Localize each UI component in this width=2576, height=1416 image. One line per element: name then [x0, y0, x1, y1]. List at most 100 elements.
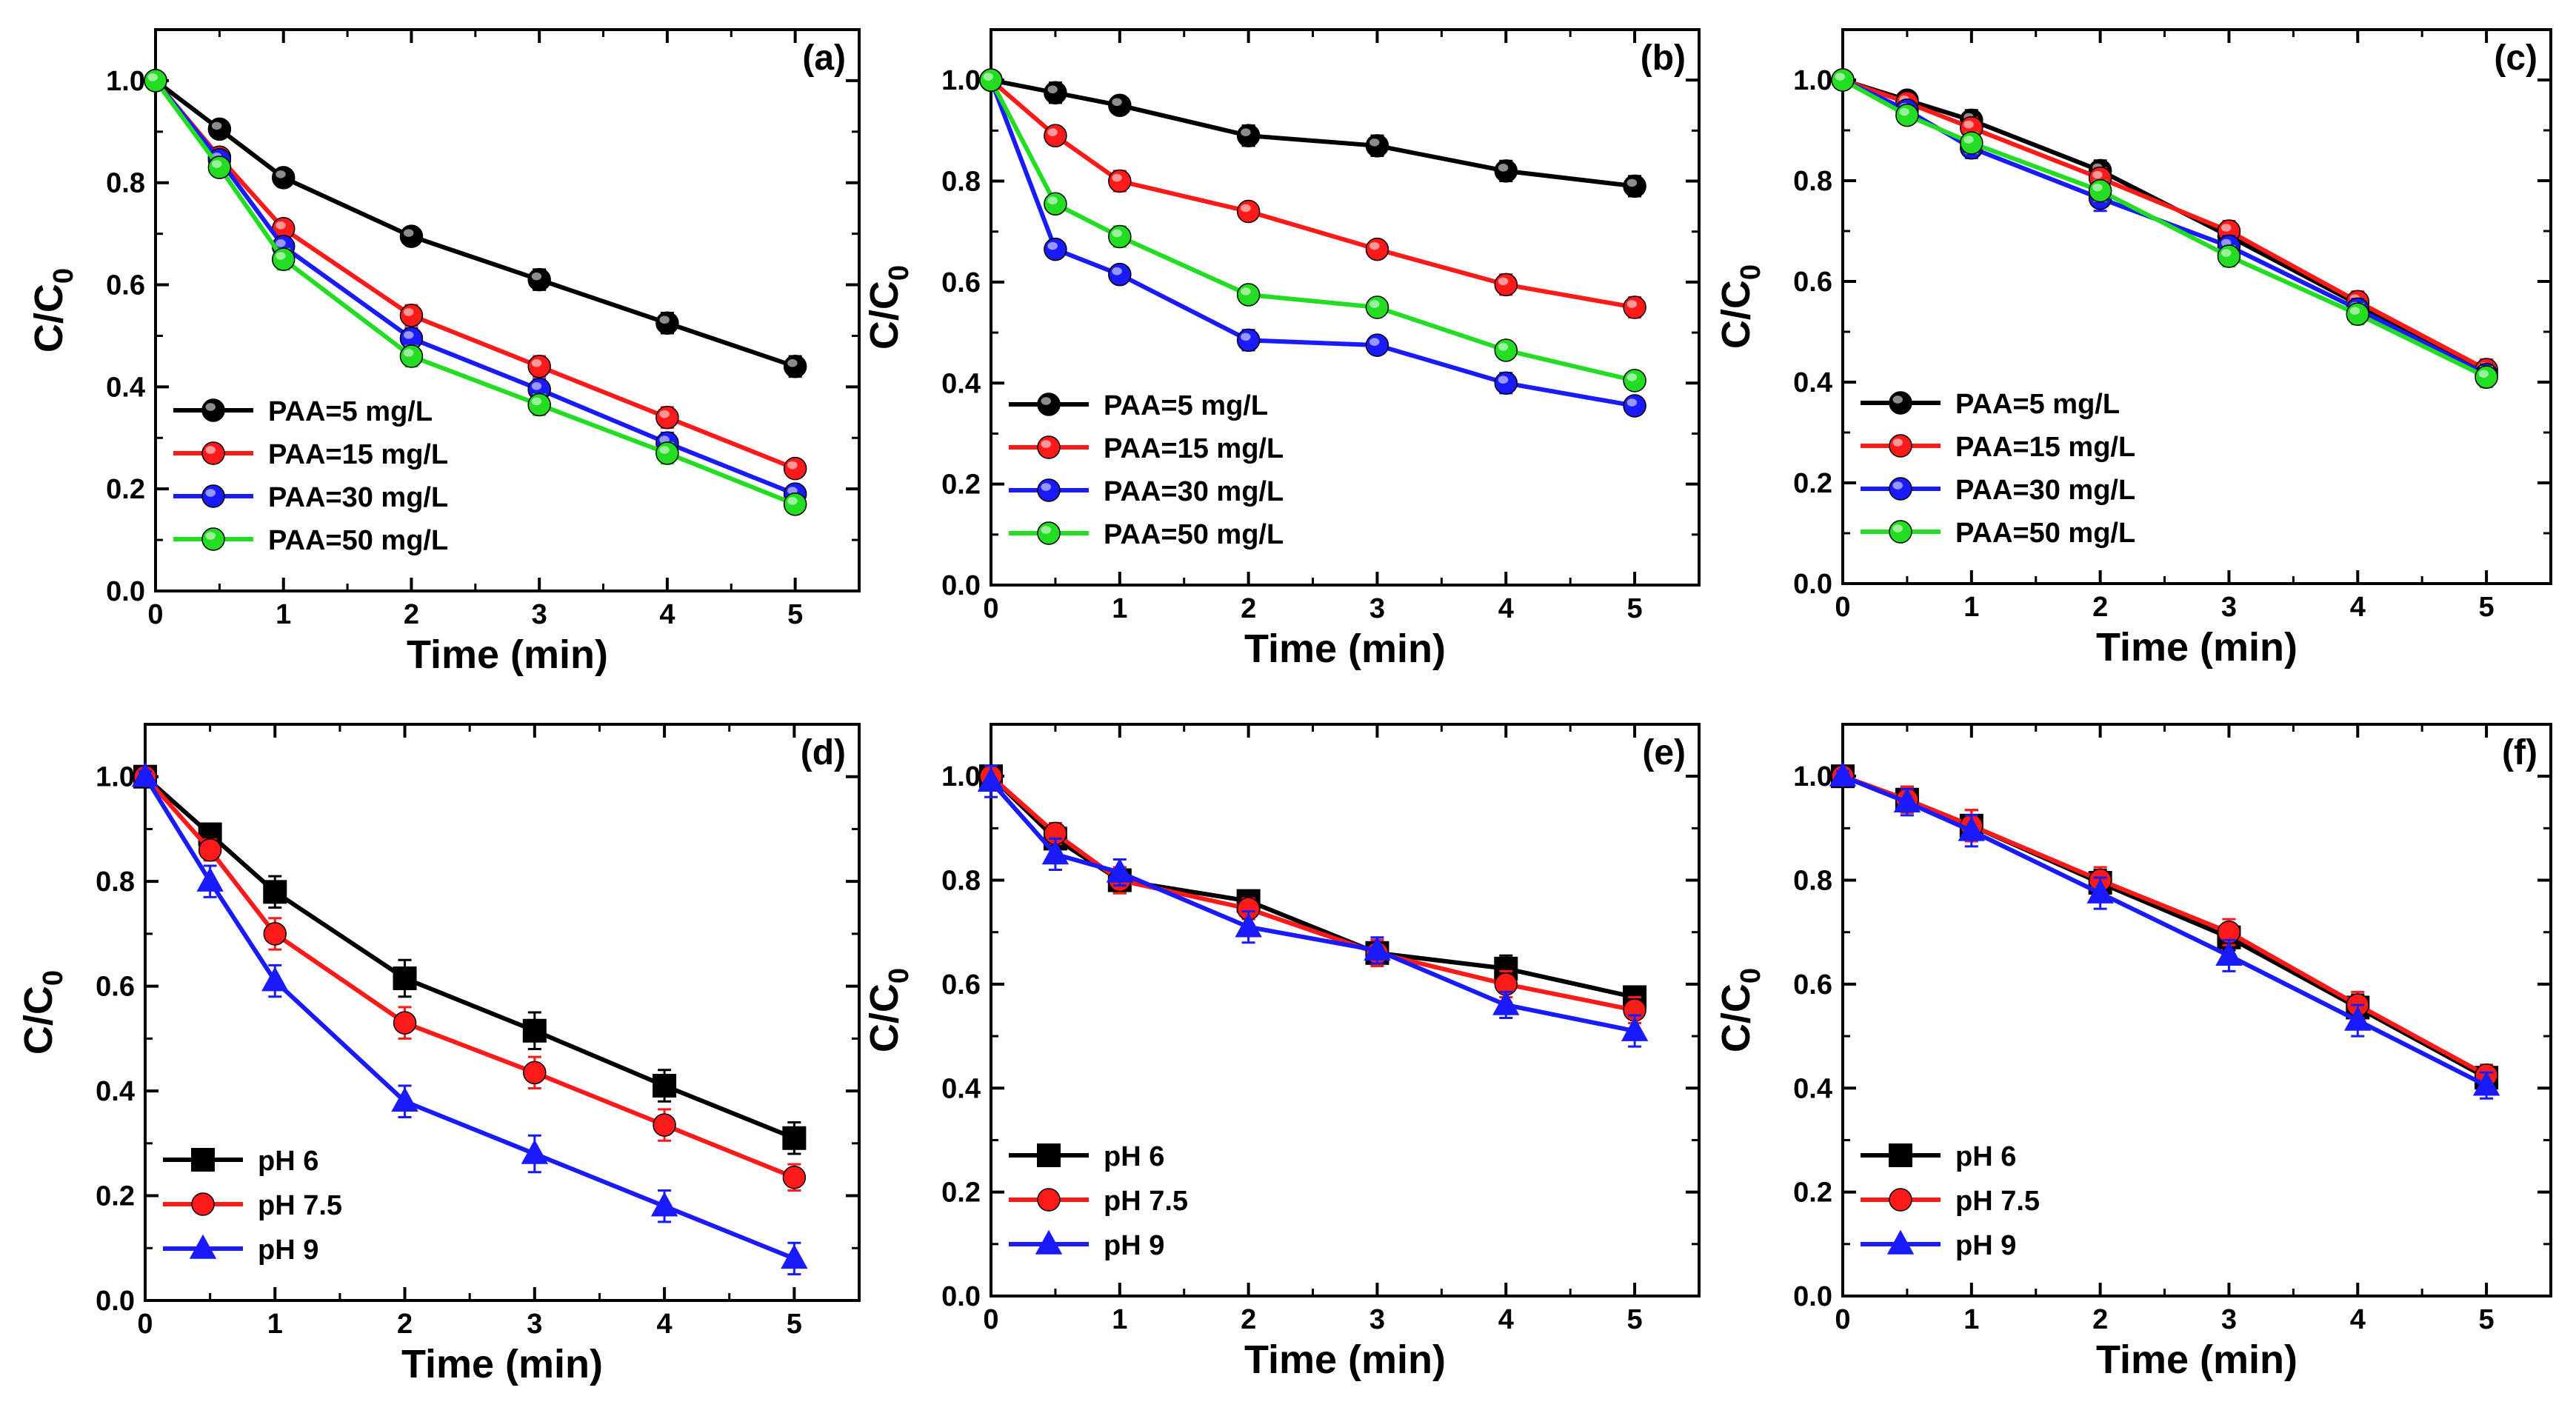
data-point [1958, 816, 1986, 841]
legend-marker [201, 484, 225, 508]
y-tick-label: 0.0 [96, 1286, 135, 1317]
data-point-shine [1112, 229, 1122, 238]
legend-marker-shine [1041, 526, 1051, 534]
legend-label: pH 6 [258, 1146, 318, 1177]
legend-label: PAA=50 mg/L [1955, 518, 2135, 549]
data-point [261, 966, 289, 992]
data-point [1494, 159, 1518, 183]
series-line [990, 78, 1635, 310]
data-point-shine [2478, 370, 2489, 378]
data-point-shine [1241, 287, 1251, 295]
y-tick-label: 0.2 [941, 1178, 981, 1209]
data-point-shine [659, 410, 670, 418]
y-tick-label: 0.4 [106, 372, 145, 403]
data-point [1365, 237, 1389, 261]
legend-marker [201, 527, 225, 551]
y-axis-title: C/C0 [16, 970, 69, 1055]
series-line [1841, 774, 2488, 1088]
series-ph-6 [133, 764, 807, 1155]
panel-tag: (d) [801, 733, 846, 772]
data-point [1236, 199, 1261, 224]
series-ph-9 [1829, 761, 2500, 1100]
data-point [1044, 81, 1067, 104]
x-tick-label: 3 [1369, 1304, 1385, 1335]
data-point [1236, 328, 1261, 353]
y-tick-label: 0.6 [96, 972, 135, 1003]
data-point [1365, 333, 1389, 357]
data-point [2346, 302, 2370, 326]
legend: pH 6 pH 7.5 pH 9 [1861, 1141, 2040, 1261]
data-point [1494, 338, 1518, 362]
legend-marker [189, 1234, 217, 1259]
plot-frame [144, 723, 861, 1302]
y-tick-label: 1.0 [106, 66, 145, 97]
data-point [781, 1244, 808, 1269]
data-point [979, 68, 1003, 92]
x-tick-label: 2 [1241, 593, 1256, 624]
x-tick-label: 0 [983, 1304, 998, 1335]
x-tick-label: 1 [1112, 593, 1127, 624]
y-axis-title-subscript: 0 [1735, 968, 1766, 983]
y-axis-title-subscript: 0 [38, 970, 69, 986]
data-point [2215, 941, 2243, 966]
legend-marker [1889, 391, 1912, 415]
y-axis-title-main: C/C [27, 284, 71, 353]
x-axis-title: Time (min) [401, 1342, 603, 1386]
data-point [1106, 858, 1134, 883]
x-tick-label: 0 [1835, 592, 1850, 623]
y-axis-title: C/C0 [862, 265, 915, 350]
data-point-shine [1047, 196, 1058, 204]
x-tick-label: 5 [1627, 593, 1643, 624]
y-axis-title: C/C0 [1714, 264, 1766, 349]
legend-label: PAA=15 mg/L [1104, 433, 1284, 464]
data-point-shine [1498, 375, 1509, 384]
data-point-shine [1626, 373, 1638, 381]
series-line [154, 79, 796, 369]
data-point-shine [147, 73, 158, 81]
y-tick-label: 0.4 [96, 1076, 135, 1107]
legend-marker [1889, 520, 1912, 544]
data-point [1623, 174, 1646, 198]
x-tick-label: 2 [2092, 1304, 2108, 1335]
legend-label: PAA=30 mg/L [1104, 476, 1284, 507]
data-point [1235, 912, 1262, 938]
y-tick-label: 0.2 [1793, 468, 1832, 499]
data-point-shine [403, 308, 414, 316]
data-point-shine [659, 446, 670, 454]
data-point [2217, 244, 2241, 268]
panel-tag: (f) [2502, 733, 2537, 772]
legend-marker [1889, 434, 1912, 458]
y-tick-label: 0.4 [941, 368, 981, 399]
data-point [131, 762, 159, 787]
x-tick-label: 4 [1498, 593, 1514, 624]
x-tick-label: 4 [657, 1309, 673, 1340]
y-tick-label: 0.0 [941, 570, 981, 601]
data-point [2086, 878, 2114, 904]
legend-marker [191, 1148, 215, 1172]
data-point-shine [1112, 173, 1122, 182]
x-tick-label: 2 [2092, 592, 2108, 623]
legend-label: pH 7.5 [258, 1190, 342, 1221]
data-point [2344, 1006, 2372, 1031]
data-point [1041, 840, 1070, 865]
series-ph-7-5 [133, 764, 807, 1192]
data-point [521, 1139, 549, 1164]
data-point-shine [403, 229, 414, 237]
data-point [783, 492, 807, 516]
legend-marker [201, 441, 225, 465]
series-ph-9 [131, 762, 808, 1276]
data-point-shine [1047, 241, 1058, 250]
plot-frame [990, 28, 1701, 587]
legend-marker [1886, 1229, 1915, 1255]
data-point-shine [403, 349, 414, 357]
y-tick-label: 0.6 [1793, 969, 1832, 1001]
x-tick-label: 1 [1963, 1304, 1979, 1335]
data-point [1044, 124, 1067, 147]
data-point-shine [1369, 338, 1380, 346]
data-point-shine [531, 359, 542, 367]
x-tick-label: 2 [397, 1309, 413, 1340]
data-point-shine [1241, 204, 1251, 213]
y-tick-label: 0.2 [941, 470, 981, 501]
